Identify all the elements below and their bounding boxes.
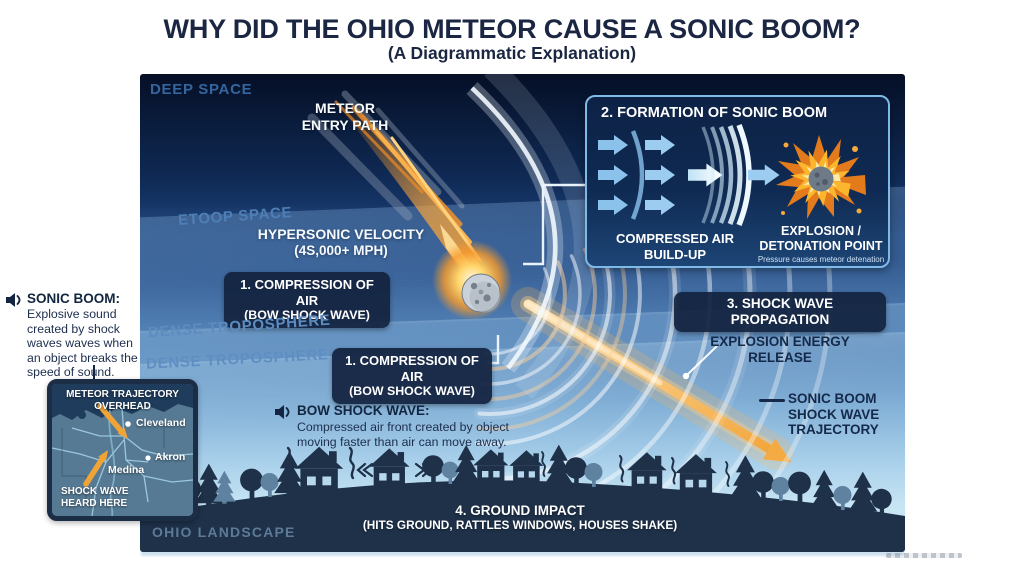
- pressure-front-arrow: [688, 163, 723, 187]
- to-explosion-arrow: [748, 164, 780, 186]
- compression-line2: (BOW SHOCK WAVE): [244, 308, 370, 323]
- explosion-energy-label: EXPLOSION ENERGY RELEASE: [698, 334, 862, 365]
- sonic-boom-note-title: SONIC BOOM:: [27, 291, 120, 306]
- formation-inset-title: 2. FORMATION OF SONIC BOOM: [601, 105, 828, 121]
- compression-box-upper: 1. COMPRESSION OF AIR (BOW SHOCK WAVE): [224, 272, 390, 329]
- energy-line1: EXPLOSION ENERGY: [710, 334, 850, 349]
- shock-wave-arrow-icon: [83, 450, 108, 487]
- explosion-subtext: Pressure causes meteor detenation: [757, 255, 885, 264]
- map-river: [108, 409, 116, 516]
- bow-shock-desc-line1: Compressed air front created by object: [297, 420, 509, 434]
- label-meteor-entry-path: METEOR ENTRY PATH: [270, 100, 420, 133]
- meteor-entry-line2: ENTRY PATH: [301, 116, 389, 133]
- formation-inset: 2. FORMATION OF SONIC BOOM: [585, 95, 890, 268]
- map-county-lines: [61, 424, 165, 504]
- trajectory-legend-label: SONIC BOOM SHOCK WAVE TRAJECTORY: [788, 391, 879, 438]
- map-note-line2: HEARD HERE: [61, 498, 128, 509]
- explosion-line1: EXPLOSION /: [781, 224, 861, 238]
- compressed-air-line1: COMPRESSED AIR: [616, 231, 734, 246]
- speaker-icon: [6, 293, 21, 307]
- hypersonic-line2: (4S,000+ MPH): [294, 242, 388, 258]
- map-title-line1: METEOR TRAJECTORY: [66, 389, 179, 400]
- map-city-akron: Akron: [155, 451, 186, 463]
- hypersonic-line1: HYPERSONIC VELOCITY: [257, 226, 425, 242]
- meteor-trajectory-arrow-icon: [97, 403, 128, 439]
- page-subtitle: (A Diagrammatic Explanation): [387, 43, 637, 63]
- ground-impact-label: 4. GROUND IMPACT (HITS GROUND, RATTLES W…: [340, 503, 700, 532]
- cleveland-dot: [125, 421, 131, 427]
- compression-arc: [630, 130, 645, 220]
- energy-pointer: [682, 345, 718, 380]
- speaker-icon: [275, 405, 290, 419]
- shock-wave-propagation-box: 3. SHOCK WAVE PROPAGATION: [674, 292, 886, 333]
- page-title: WHY DID THE OHIO METEOR CAUSE A SONIC BO…: [163, 14, 861, 44]
- compressed-air-label: COMPRESSED AIR BUILD-UP: [599, 231, 751, 262]
- trajectory-line2: SHOCK WAVE: [788, 406, 880, 422]
- ohio-map-inset: METEOR TRAJECTORY OVERHEAD Cleveland Akr…: [47, 379, 198, 521]
- watermark-scribble: [886, 553, 962, 558]
- ground-impact-line2: (HITS GROUND, RATTLES WINDOWS, HOUSES SH…: [362, 518, 678, 532]
- map-roads: [52, 407, 193, 516]
- landscape-silhouette: [140, 444, 905, 552]
- sidebar-connector-line: [93, 365, 95, 380]
- explosion-burst: [776, 135, 866, 219]
- map-note: SHOCK WAVE HEARD HERE: [61, 486, 129, 510]
- compression-line2: (BOW SHOCK WAVE): [349, 384, 475, 399]
- map-pointer-icon: [41, 418, 49, 428]
- map-title: METEOR TRAJECTORY OVERHEAD: [52, 389, 193, 413]
- map-city-cleveland: Cleveland: [136, 417, 186, 429]
- meteor-rock: [461, 273, 501, 313]
- compressed-air-arrows-2: [645, 135, 675, 215]
- bow-shock-note-desc: Compressed air front created by object m…: [297, 420, 537, 449]
- meteor-entry-line1: METEOR: [315, 100, 375, 116]
- ground-impact-line1: 4. GROUND IMPACT: [455, 503, 585, 518]
- explosion-line2: DETONATION POINT: [759, 239, 883, 253]
- trajectory-legend-dash: [759, 399, 785, 402]
- label-hypersonic-velocity: HYPERSONIC VELOCITY (4S,000+ MPH): [226, 226, 456, 258]
- diagram-panel: DEEP SPACE METEOR ENTRY PATH ETOOP SPACE…: [140, 74, 905, 552]
- trajectory-line3: TRAJECTORY: [788, 422, 879, 438]
- sonic-boom-note-desc: Explosive sound created by shock waves w…: [27, 307, 138, 379]
- bow-shock-arc: [466, 74, 596, 400]
- energy-line2: RELEASE: [748, 349, 812, 365]
- formation-inset-art: [598, 123, 866, 227]
- compressed-air-line2: BUILD-UP: [643, 246, 707, 262]
- bow-shock-desc-line2: moving faster than air can move away.: [297, 434, 507, 449]
- map-city-medina: Medina: [108, 464, 145, 476]
- sonic-boom-trajectory-arrow: [511, 287, 793, 470]
- label-ohio-landscape: OHIO LANDSCAPE: [152, 524, 296, 540]
- trajectory-line1: SONIC BOOM: [788, 391, 877, 406]
- lake-erie-water: [52, 384, 193, 420]
- map-note-line1: SHOCK WAVE: [61, 486, 129, 497]
- explosion-label: EXPLOSION / DETONATION POINT Pressure ca…: [757, 224, 885, 265]
- map-title-line2: OVERHEAD: [94, 400, 151, 412]
- label-deep-space: DEEP SPACE: [150, 81, 253, 98]
- compressed-air-arrows: [598, 135, 628, 215]
- compression-line1: 1. COMPRESSION OF AIR: [240, 277, 374, 308]
- compression-box-lower: 1. COMPRESSION OF AIR (BOW SHOCK WAVE): [332, 348, 492, 405]
- akron-dot: [145, 455, 151, 461]
- ohio-map-art: [52, 384, 193, 516]
- bow-shock-note-title: BOW SHOCK WAVE:: [297, 403, 430, 418]
- diagram-art: [140, 74, 905, 552]
- compression-line1: 1. COMPRESSION OF AIR: [345, 353, 479, 384]
